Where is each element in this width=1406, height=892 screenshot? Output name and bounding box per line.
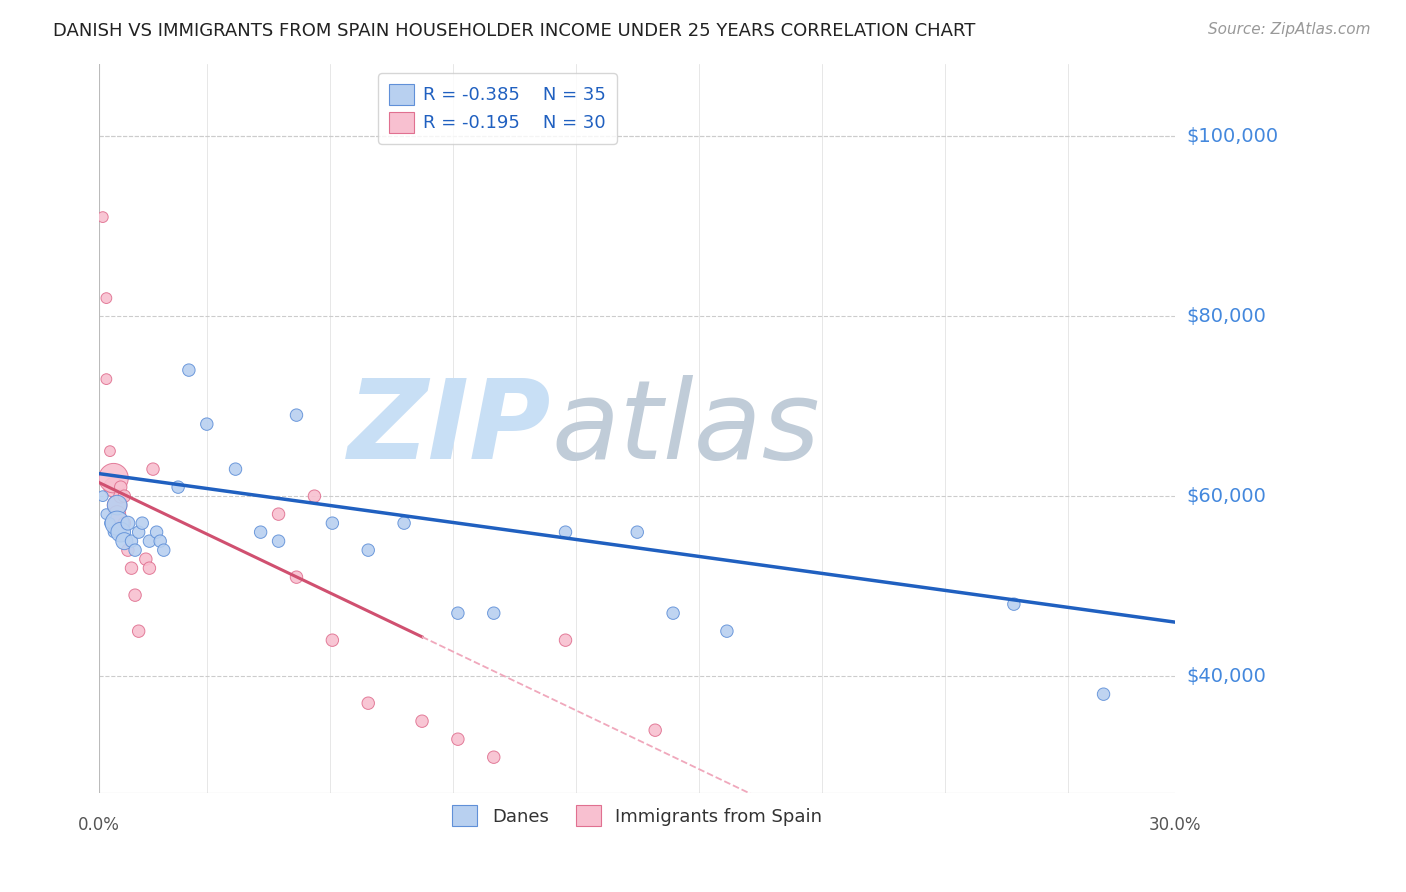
Point bbox=[105, 507, 128, 521]
Point bbox=[117, 516, 139, 530]
Point bbox=[96, 372, 118, 386]
Point bbox=[249, 525, 271, 540]
Point bbox=[103, 525, 125, 540]
Point bbox=[103, 471, 125, 485]
Point bbox=[98, 480, 121, 494]
Point bbox=[110, 480, 132, 494]
Point bbox=[135, 552, 157, 566]
Point bbox=[110, 525, 132, 540]
Point bbox=[112, 489, 135, 503]
Point bbox=[105, 516, 128, 530]
Point bbox=[96, 507, 118, 521]
Point bbox=[98, 444, 121, 458]
Point bbox=[554, 525, 576, 540]
Point bbox=[91, 489, 114, 503]
Point bbox=[321, 633, 343, 648]
Point bbox=[152, 543, 174, 558]
Point bbox=[225, 462, 247, 476]
Text: atlas: atlas bbox=[551, 376, 820, 483]
Point bbox=[124, 588, 146, 602]
Point bbox=[267, 507, 290, 521]
Point bbox=[145, 525, 167, 540]
Point bbox=[112, 534, 135, 549]
Point bbox=[392, 516, 415, 530]
Point bbox=[128, 525, 150, 540]
Text: Source: ZipAtlas.com: Source: ZipAtlas.com bbox=[1208, 22, 1371, 37]
Text: $60,000: $60,000 bbox=[1187, 487, 1267, 506]
Point bbox=[177, 363, 200, 377]
Text: 30.0%: 30.0% bbox=[1149, 815, 1202, 834]
Text: $80,000: $80,000 bbox=[1187, 307, 1267, 326]
Point bbox=[267, 534, 290, 549]
Point bbox=[716, 624, 738, 639]
Point bbox=[121, 561, 143, 575]
Point bbox=[1092, 687, 1115, 701]
Point bbox=[357, 543, 380, 558]
Text: ZIP: ZIP bbox=[347, 376, 551, 483]
Point bbox=[357, 696, 380, 710]
Point bbox=[554, 633, 576, 648]
Point bbox=[128, 624, 150, 639]
Point bbox=[124, 543, 146, 558]
Legend: Danes, Immigrants from Spain: Danes, Immigrants from Spain bbox=[443, 797, 831, 835]
Point bbox=[96, 291, 118, 305]
Point bbox=[110, 489, 132, 503]
Point bbox=[482, 750, 505, 764]
Text: DANISH VS IMMIGRANTS FROM SPAIN HOUSEHOLDER INCOME UNDER 25 YEARS CORRELATION CH: DANISH VS IMMIGRANTS FROM SPAIN HOUSEHOL… bbox=[53, 22, 976, 40]
Text: $40,000: $40,000 bbox=[1187, 666, 1267, 686]
Point bbox=[121, 534, 143, 549]
Point bbox=[482, 606, 505, 620]
Point bbox=[149, 534, 172, 549]
Point bbox=[91, 210, 114, 224]
Point bbox=[662, 606, 685, 620]
Point bbox=[321, 516, 343, 530]
Point bbox=[285, 570, 308, 584]
Point bbox=[142, 462, 165, 476]
Point bbox=[195, 417, 218, 431]
Point bbox=[644, 723, 666, 738]
Point bbox=[112, 516, 135, 530]
Point bbox=[117, 543, 139, 558]
Point bbox=[447, 732, 470, 747]
Point bbox=[304, 489, 326, 503]
Point bbox=[1002, 597, 1025, 611]
Point bbox=[105, 498, 128, 512]
Point bbox=[626, 525, 648, 540]
Point bbox=[167, 480, 190, 494]
Point bbox=[447, 606, 470, 620]
Text: $100,000: $100,000 bbox=[1187, 127, 1278, 145]
Point bbox=[98, 516, 121, 530]
Point bbox=[103, 480, 125, 494]
Text: 0.0%: 0.0% bbox=[79, 815, 120, 834]
Point bbox=[105, 498, 128, 512]
Point bbox=[411, 714, 433, 729]
Point bbox=[131, 516, 153, 530]
Point bbox=[138, 534, 160, 549]
Point bbox=[138, 561, 160, 575]
Point bbox=[285, 408, 308, 422]
